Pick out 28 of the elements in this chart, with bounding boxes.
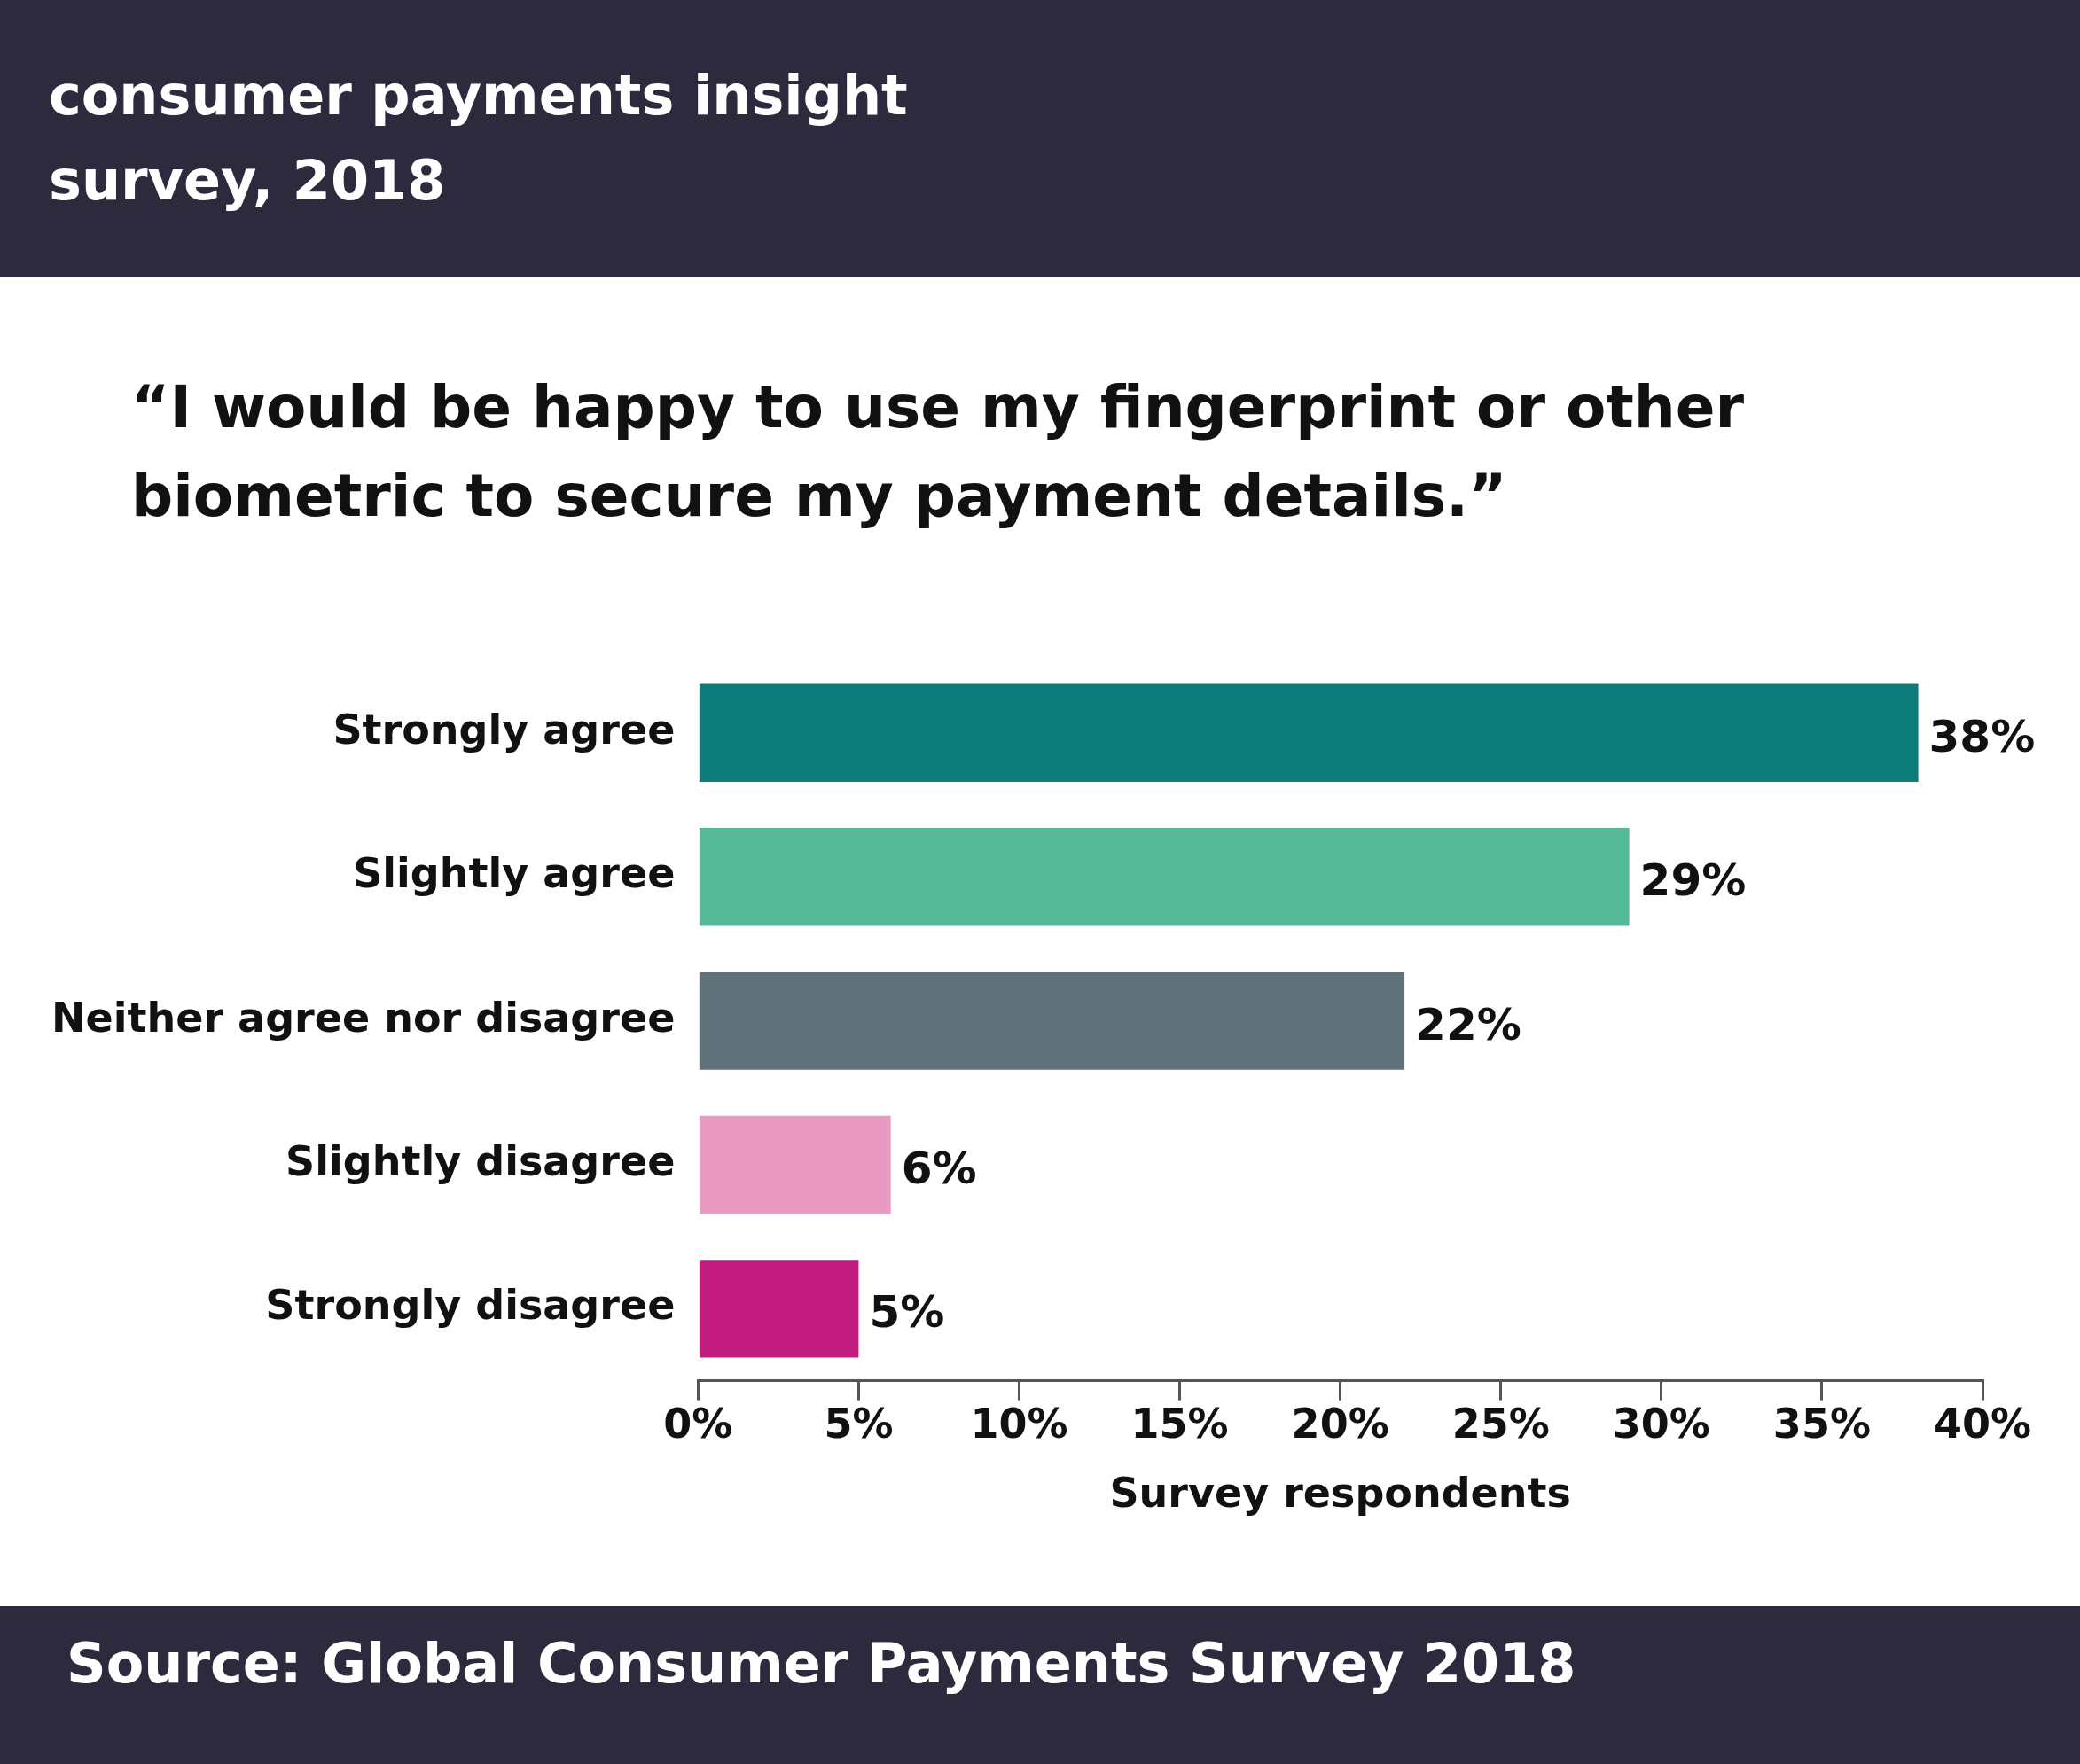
y-tick-label: Strongly disagree [265, 1281, 676, 1330]
x-tick-label: 20% [1291, 1400, 1389, 1448]
x-tick-label: 35% [1772, 1400, 1871, 1448]
x-tick-label: 40% [1933, 1400, 2032, 1448]
chart-title: consumer payments insight survey, 2018 [49, 62, 909, 215]
data-label: 38% [1928, 710, 2036, 762]
bar [699, 972, 1405, 1070]
bar [699, 683, 1919, 783]
x-tick-label: 5% [824, 1400, 894, 1448]
y-tick-label: Neither agree nor disagree [51, 993, 676, 1042]
x-tick-label: 30% [1612, 1400, 1710, 1448]
x-tick-label: 15% [1130, 1400, 1229, 1448]
bar [699, 1260, 859, 1358]
bar [699, 1115, 891, 1214]
y-tick-label: Slightly disagree [285, 1136, 676, 1185]
data-label: 22% [1415, 998, 1521, 1050]
chart-subtitle: “I would be happy to use my fingerprint or other biometric to secure my payment details.” [131, 372, 1746, 532]
y-tick-label: Strongly agree [332, 705, 676, 753]
data-label: 5% [869, 1286, 945, 1339]
data-label: 29% [1639, 855, 1747, 907]
bar [699, 827, 1630, 926]
x-tick-label: 10% [970, 1400, 1068, 1448]
y-tick-label: Slightly agree [353, 849, 676, 898]
x-axis-title: Survey respondents [1109, 1469, 1571, 1518]
x-tick-label: 25% [1451, 1400, 1550, 1448]
source-note: Source: Global Consumer Payments Survey 2018 [66, 1631, 1577, 1696]
x-tick-label: 0% [663, 1400, 733, 1448]
data-label: 6% [901, 1142, 977, 1194]
